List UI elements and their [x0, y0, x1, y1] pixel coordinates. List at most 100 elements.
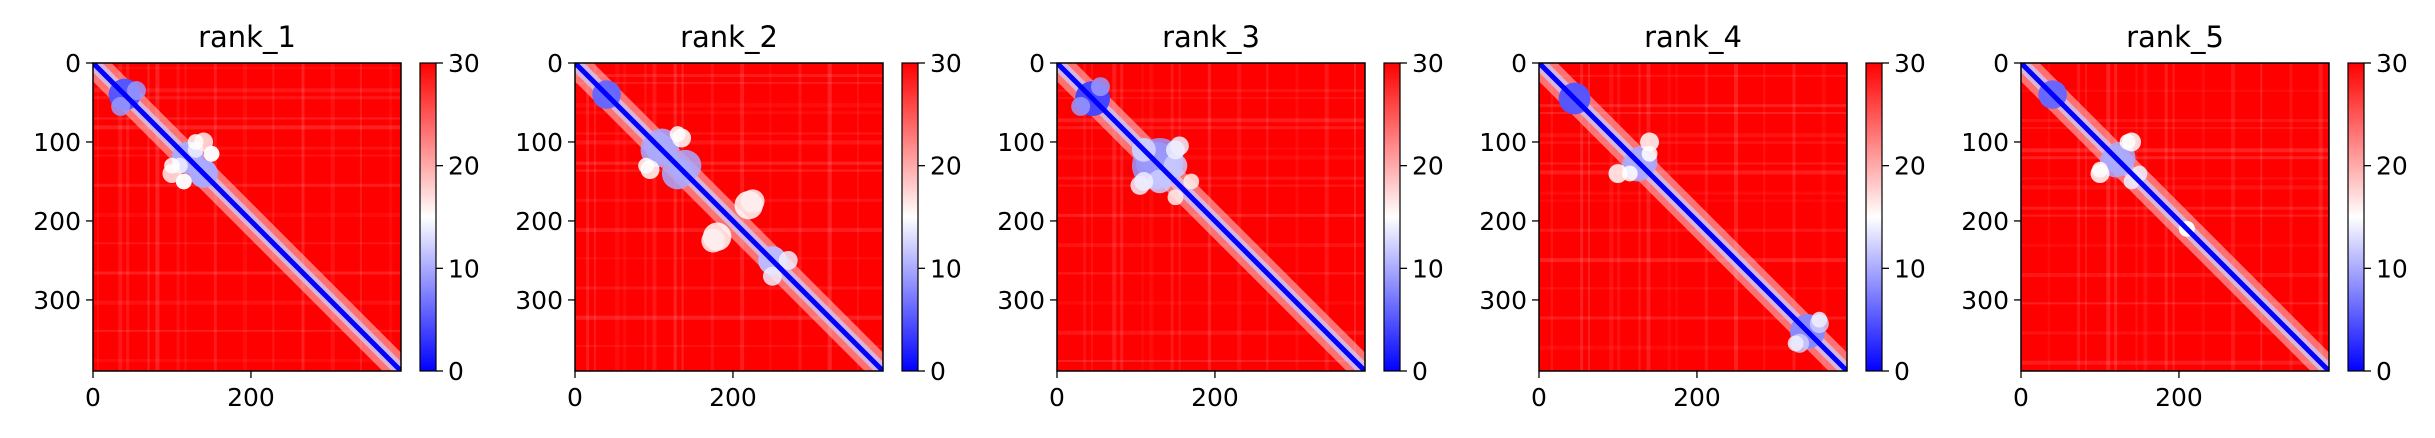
- contact-blob: [1090, 77, 1110, 97]
- colorbar-tick-label: 30: [930, 49, 962, 78]
- x-tick-label: 200: [1673, 383, 1721, 412]
- colorbar-tick-label: 0: [1894, 357, 1910, 386]
- colorbar-tick-label: 0: [2376, 357, 2392, 386]
- x-tick-label: 200: [1191, 383, 1239, 412]
- panel-title: rank_2: [680, 20, 778, 54]
- colorbar-tick-label: 30: [1412, 49, 1444, 78]
- plot-frame: [1056, 62, 1366, 372]
- panel-title: rank_4: [1644, 20, 1742, 54]
- diagonal-line: [2021, 63, 2329, 371]
- colorbar-tick-label: 10: [448, 254, 480, 283]
- colorbar-tick-label: 20: [2376, 152, 2408, 181]
- diagonal-line: [1539, 63, 1847, 371]
- y-tick-label: 0: [1511, 49, 1527, 78]
- y-tick-label: 0: [1029, 49, 1045, 78]
- x-tick-label: 200: [2155, 383, 2203, 412]
- heatmap-image: [1057, 63, 1365, 371]
- diagonal-line: [575, 63, 883, 371]
- colorbar-tick-label: 10: [2376, 254, 2408, 283]
- contact-blob: [1811, 311, 1828, 328]
- plot-frame: [2020, 62, 2330, 372]
- y-tick-label: 200: [33, 207, 81, 236]
- panel-title: rank_5: [2126, 20, 2224, 54]
- colorbar-tick-label: 10: [1412, 254, 1444, 283]
- colorbar-tick-label: 10: [1894, 254, 1926, 283]
- contact-blob: [1071, 96, 1091, 116]
- contact-blob: [2119, 134, 2136, 150]
- colorbar-tick-label: 0: [448, 357, 464, 386]
- contact-blob: [661, 157, 694, 190]
- x-tick-label: 0: [1049, 383, 1065, 412]
- contact-blob: [701, 228, 726, 253]
- plot-frame: [574, 62, 884, 372]
- colorbar-tick-label: 20: [1412, 152, 1444, 181]
- y-tick-label: 100: [1961, 128, 2009, 157]
- colorbar-tick-label: 20: [448, 152, 480, 181]
- y-tick-label: 100: [1479, 128, 1527, 157]
- contact-blob: [187, 134, 204, 150]
- contact-blob: [1608, 164, 1628, 184]
- contact-blob: [669, 126, 686, 142]
- y-tick-label: 300: [1961, 286, 2009, 315]
- contact-blob: [2092, 161, 2108, 178]
- x-tick-label: 200: [709, 383, 757, 412]
- contact-blob: [111, 96, 131, 116]
- colorbar-tick-label: 20: [930, 152, 962, 181]
- x-tick-label: 0: [85, 383, 101, 412]
- y-tick-label: 300: [997, 286, 1045, 315]
- x-tick-label: 0: [567, 383, 583, 412]
- contact-blob: [1640, 132, 1660, 152]
- x-tick-label: 0: [2013, 383, 2029, 412]
- colorbar: [1383, 62, 1401, 372]
- colorbar: [2347, 62, 2365, 372]
- x-tick-label: 0: [1531, 383, 1547, 412]
- contact-blob: [1130, 175, 1150, 195]
- diagonal-line: [1057, 63, 1365, 371]
- contact-blob: [1163, 153, 1188, 178]
- contact-blob: [1183, 173, 1200, 190]
- colorbar: [1865, 62, 1883, 372]
- heatmap-texture: [93, 63, 401, 371]
- contact-blob: [164, 157, 180, 174]
- contact-blob: [1641, 145, 1658, 162]
- heatmap-image: [2021, 63, 2329, 371]
- contact-blob: [1147, 169, 1172, 194]
- diagonal-line: [93, 63, 401, 371]
- heatmap-panel-1: rank_1 0 100 200 300 0 200 0 10 20 30: [33, 20, 480, 412]
- heatmap-panel-2: rank_2 0 100 200 300 0 200 0 10 20 30: [515, 20, 962, 412]
- y-tick-label: 200: [515, 207, 563, 236]
- colorbar-tick-label: 30: [2376, 49, 2408, 78]
- contact-blob: [126, 81, 146, 101]
- heatmap-panel-5: rank_5 0 100 200 300 0 200 0 10 20 30: [1961, 20, 2408, 412]
- x-tick-label: 200: [227, 383, 275, 412]
- contact-blob: [778, 250, 798, 270]
- plot-frame: [92, 62, 402, 372]
- heatmap-panel-4: rank_4 0 100 200 300 0 200 0 10 20 30: [1479, 20, 1926, 412]
- panel-title: rank_3: [1162, 20, 1260, 54]
- colorbar-tick-label: 30: [448, 49, 480, 78]
- y-tick-label: 300: [515, 286, 563, 315]
- contact-blob: [1167, 189, 1184, 206]
- colorbar-tick-label: 10: [930, 254, 962, 283]
- y-tick-label: 200: [1479, 207, 1527, 236]
- contact-blob: [1787, 335, 1804, 352]
- contact-blob: [1621, 165, 1638, 182]
- colorbar-tick-label: 0: [1412, 357, 1428, 386]
- contact-blob: [762, 266, 782, 286]
- y-tick-label: 300: [1479, 286, 1527, 315]
- y-tick-label: 100: [997, 128, 1045, 157]
- y-tick-label: 100: [33, 128, 81, 157]
- contact-blob: [740, 189, 765, 214]
- y-tick-label: 200: [997, 207, 1045, 236]
- panel-title: rank_1: [198, 20, 296, 54]
- colorbar-tick-label: 0: [930, 357, 946, 386]
- colorbar: [901, 62, 919, 372]
- contact-blob: [203, 145, 220, 162]
- colorbar-tick-label: 30: [1894, 49, 1926, 78]
- colorbar-tick-label: 20: [1894, 152, 1926, 181]
- y-tick-label: 0: [1993, 49, 2009, 78]
- heatmap-image: [1539, 63, 1847, 371]
- y-tick-label: 100: [515, 128, 563, 157]
- heatmap-panel-3: rank_3 0 100 200 300 0 200 0 10 20 30: [997, 20, 1444, 412]
- y-tick-label: 0: [65, 49, 81, 78]
